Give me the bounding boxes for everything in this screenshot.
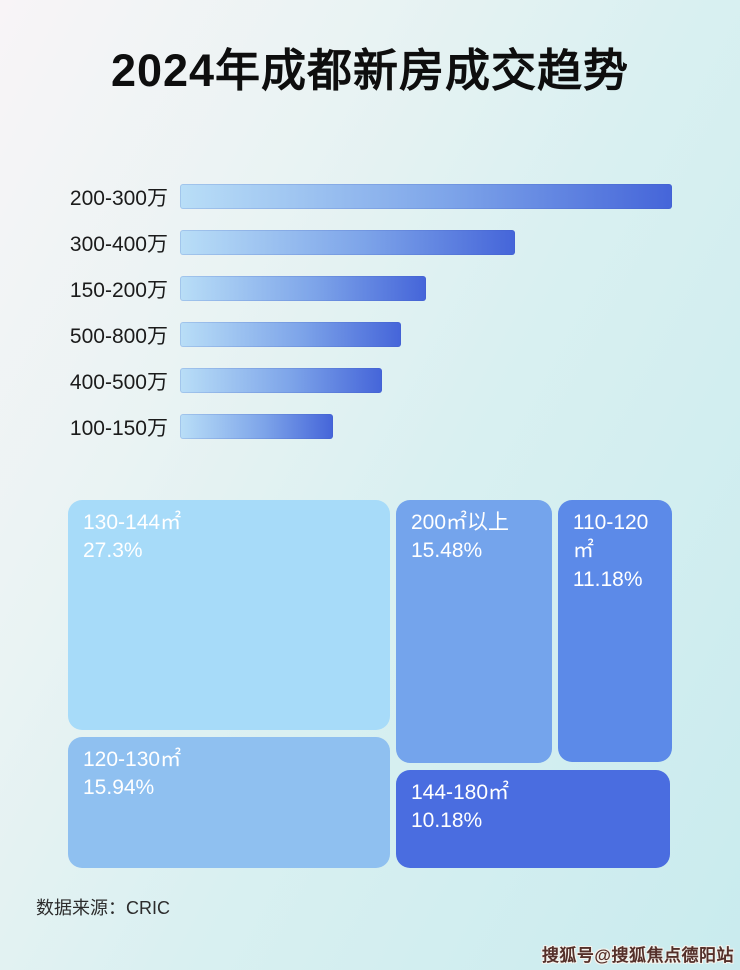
page-title: 2024年成都新房成交趋势	[110, 45, 630, 96]
bar-category-label: 500-800万	[69, 324, 168, 348]
treemap-tile: 120-130㎡ 15.94%	[68, 736, 390, 868]
tile-label: 110-120㎡	[572, 511, 649, 563]
data-source-note: 数据来源：CRIC	[36, 898, 170, 918]
treemap-tile: 110-120㎡ 11.18%	[557, 500, 672, 763]
treemap-tile: 200㎡以上 15.48%	[395, 500, 552, 764]
bar-fill	[180, 230, 515, 255]
bar-category-label: 300-400万	[69, 232, 168, 256]
bar-category-label: 150-200万	[69, 278, 168, 302]
bar-row: 400-500万	[40, 368, 672, 394]
price-range-bar-chart: 200-300万 300-400万 150-200万 500-800万 400-500万…	[40, 184, 672, 460]
bar-fill	[180, 184, 672, 209]
tile-percent: 10.18%	[410, 809, 483, 833]
bar-fill	[180, 276, 426, 301]
tile-percent: 15.94%	[83, 776, 155, 800]
bar-track	[180, 322, 672, 347]
sohu-watermark: 搜狐号@搜狐焦点德阳站	[541, 946, 734, 965]
tile-label: 200㎡以上	[410, 511, 510, 534]
area-size-treemap: 130-144㎡ 27.3% 200㎡以上 15.48% 110-120㎡ 11.18% 1…	[68, 500, 672, 868]
bar-track	[180, 230, 672, 255]
tile-label: 120-130㎡	[83, 747, 182, 771]
bar-track	[180, 184, 672, 209]
treemap-tile: 144-180㎡ 10.18%	[395, 770, 671, 868]
bar-fill	[180, 322, 402, 347]
bar-category-label: 200-300万	[69, 186, 168, 210]
bar-track	[180, 414, 672, 439]
tile-percent: 27.3%	[83, 539, 143, 563]
bar-row: 500-800万	[40, 322, 672, 348]
bar-row: 100-150万	[40, 414, 672, 440]
bar-track	[180, 276, 672, 301]
bar-category-label: 100-150万	[69, 416, 168, 440]
bar-track	[180, 368, 672, 393]
bar-fill	[180, 414, 333, 439]
bar-fill	[180, 368, 382, 393]
bar-row: 200-300万	[40, 184, 672, 210]
tile-label: 130-144㎡	[83, 511, 182, 534]
tile-percent: 15.48%	[410, 539, 483, 563]
bar-row: 150-200万	[40, 276, 672, 302]
treemap-tile: 130-144㎡ 27.3%	[68, 500, 390, 730]
tile-label: 144-180㎡	[410, 781, 510, 805]
tile-percent: 11.18%	[572, 567, 643, 591]
bar-row: 300-400万	[40, 230, 672, 256]
bar-category-label: 400-500万	[69, 370, 168, 394]
